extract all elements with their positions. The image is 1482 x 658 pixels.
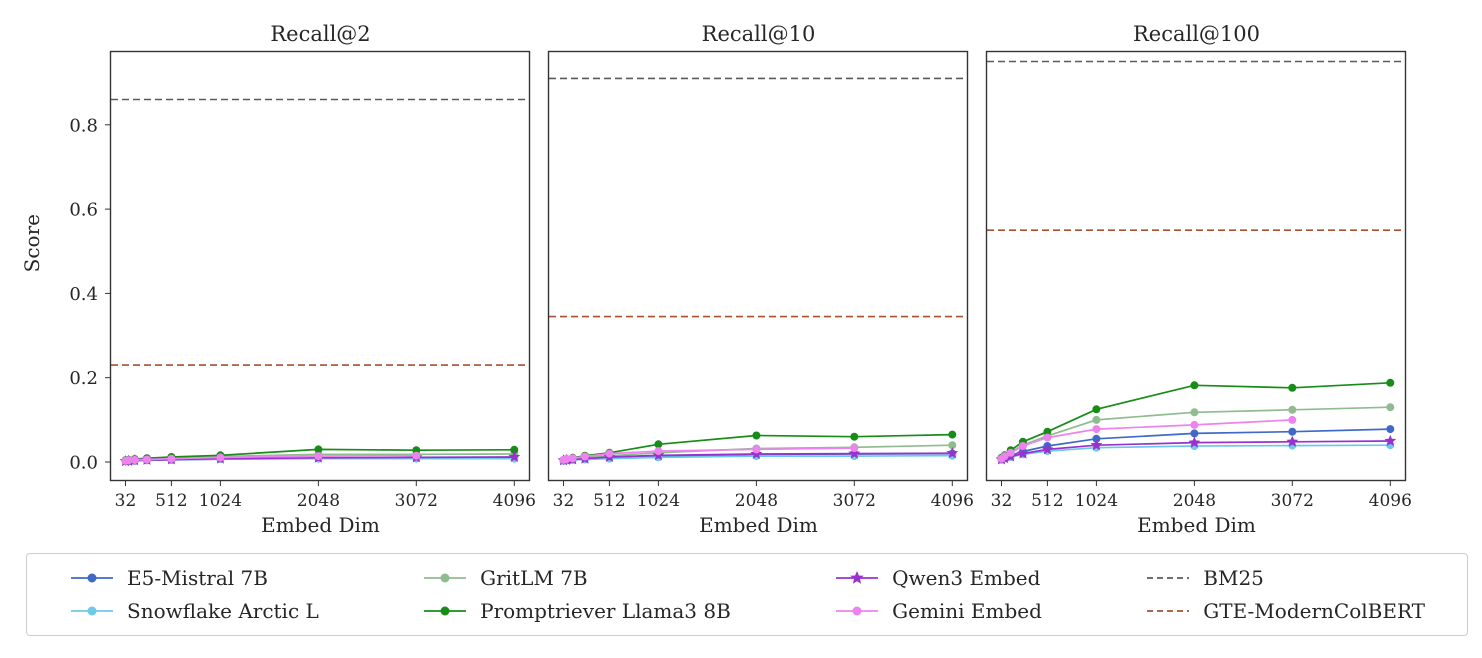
legend-item: Promptriever Llama3 8B: [422, 599, 731, 623]
svg-text:512: 512: [1031, 491, 1063, 511]
chart-title: Recall@10: [701, 22, 816, 46]
legend-label: Snowflake Arctic L: [127, 599, 319, 623]
chart-panel-recall-at-10: Recall@10 32 512 1024 2048 3072 4096 Embed Di…: [547, 10, 974, 537]
legend-item: Qwen3 Embed: [834, 566, 1042, 590]
svg-text:0.2: 0.2: [69, 368, 98, 389]
svg-text:4096: 4096: [493, 491, 536, 511]
x-axis-label: Embed Dim: [261, 513, 380, 537]
plot-recall-at-10: 32 512 1024 2048 3072 4096: [547, 50, 974, 511]
dot-line-marker-icon: [424, 606, 467, 616]
figure: Score Recall@2 32 512 1024 2048 3072 4096 0.0 0…: [12, 10, 1482, 636]
svg-text:32: 32: [553, 491, 575, 511]
legend-label: Promptriever Llama3 8B: [480, 599, 731, 623]
chart-title: Recall@100: [1132, 22, 1261, 46]
legend-item: GritLM 7B: [422, 566, 731, 590]
svg-text:1024: 1024: [1075, 491, 1118, 511]
legend-label: BM25: [1203, 566, 1264, 590]
svg-text:32: 32: [115, 491, 137, 511]
chart-panel-recall-at-100: Recall@100 32 512 1024 2048 3072 4096 Embed D…: [985, 10, 1412, 537]
legend-label: Gemini Embed: [892, 599, 1042, 623]
legend-label: GTE-ModernColBERT: [1203, 599, 1425, 623]
dot-line-marker-icon: [71, 573, 113, 583]
svg-text:512: 512: [155, 491, 187, 511]
svg-text:0.4: 0.4: [69, 284, 98, 305]
legend-label: E5-Mistral 7B: [127, 566, 268, 590]
dot-line-marker-icon: [836, 606, 879, 616]
y-axis-label-wrap: Score: [12, 10, 52, 537]
plot-recall-at-2: 32 512 1024 2048 3072 4096 0.0 0.2 0.4 0.6 0.8: [69, 50, 536, 511]
legend-item: E5-Mistral 7B: [69, 566, 319, 590]
legend-item: BM25: [1145, 566, 1425, 590]
legend-item: Snowflake Arctic L: [69, 599, 319, 623]
svg-text:1024: 1024: [637, 491, 680, 511]
svg-text:4096: 4096: [1369, 491, 1412, 511]
svg-text:2048: 2048: [735, 491, 778, 511]
x-axis-label: Embed Dim: [699, 513, 818, 537]
chart-panel-recall-at-2: Recall@2 32 512 1024 2048 3072 4096 0.0 0.2 0.4 0…: [52, 10, 536, 537]
legend-label: GritLM 7B: [480, 566, 588, 590]
legend: E5-Mistral 7B Snowflake Arctic L GritLM 7B…: [26, 553, 1468, 636]
legend-item: GTE-ModernColBERT: [1145, 599, 1425, 623]
x-axis-label: Embed Dim: [1137, 513, 1256, 537]
svg-text:32: 32: [991, 491, 1013, 511]
charts-row: Score Recall@2 32 512 1024 2048 3072 4096 0.0 0…: [12, 10, 1482, 537]
star-line-marker-icon: [836, 571, 879, 584]
dot-line-marker-icon: [71, 606, 113, 616]
legend-label: Qwen3 Embed: [892, 566, 1041, 590]
dashed-line-marker-icon: [1147, 577, 1190, 579]
svg-text:1024: 1024: [199, 491, 242, 511]
svg-text:3072: 3072: [395, 491, 438, 511]
svg-text:4096: 4096: [931, 491, 974, 511]
dashed-line-marker-icon: [1147, 610, 1190, 612]
svg-text:0.6: 0.6: [69, 200, 98, 221]
svg-text:512: 512: [593, 491, 625, 511]
svg-text:0.0: 0.0: [69, 453, 98, 474]
legend-item: Gemini Embed: [834, 599, 1042, 623]
plot-recall-at-100: 32 512 1024 2048 3072 4096: [985, 50, 1412, 511]
chart-title: Recall@2: [270, 22, 371, 46]
svg-text:3072: 3072: [833, 491, 876, 511]
svg-text:0.8: 0.8: [69, 115, 98, 136]
y-axis-label: Score: [20, 214, 44, 273]
svg-text:3072: 3072: [1271, 491, 1314, 511]
dot-line-marker-icon: [424, 573, 467, 583]
svg-text:2048: 2048: [297, 491, 340, 511]
svg-text:2048: 2048: [1173, 491, 1216, 511]
